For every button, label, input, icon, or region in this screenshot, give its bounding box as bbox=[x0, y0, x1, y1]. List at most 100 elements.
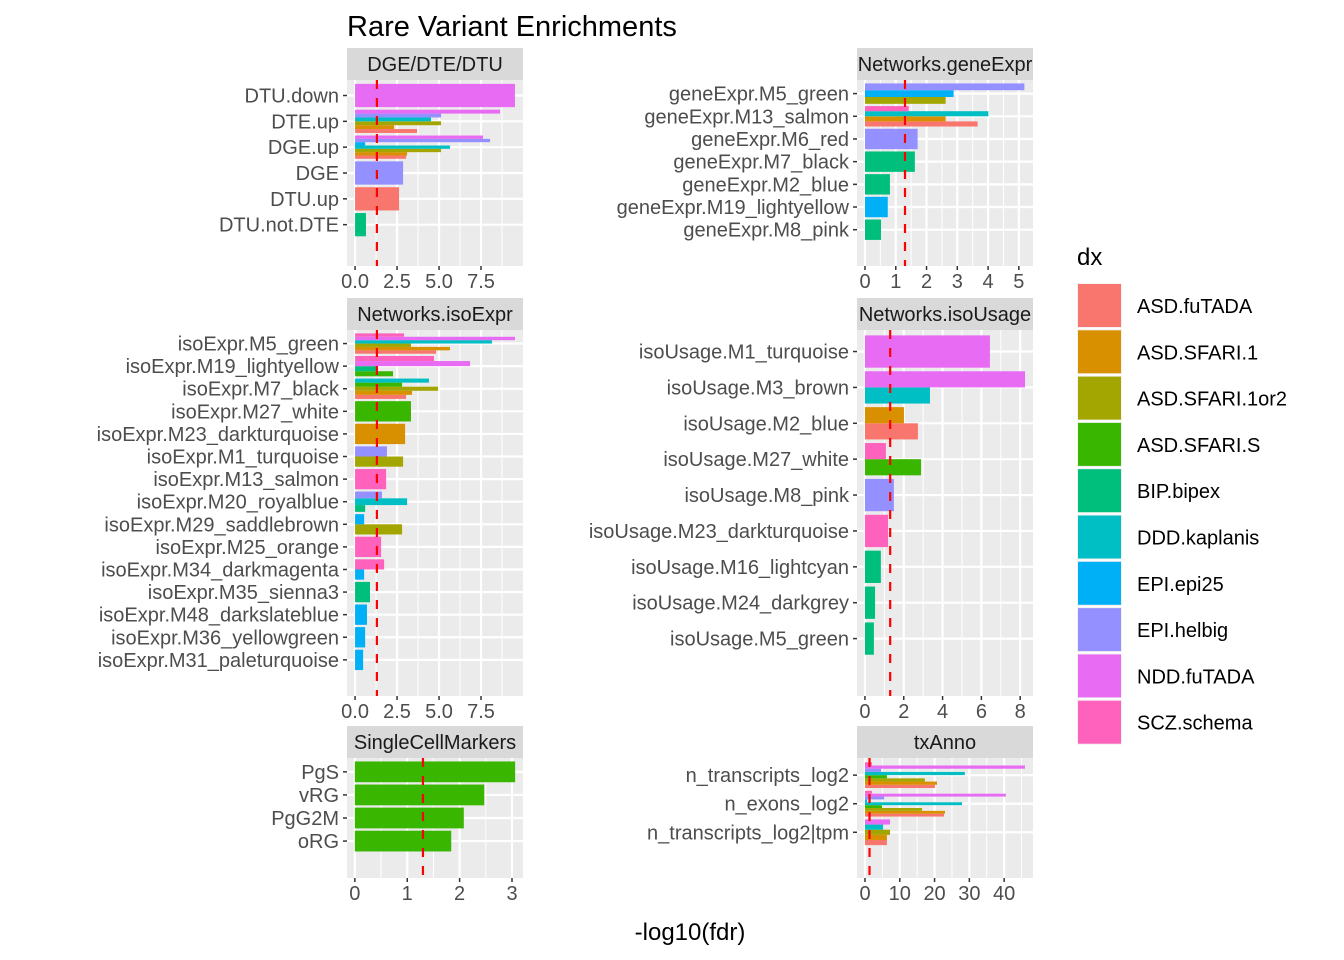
y-tick-label: isoUsage.M16_lightcyan bbox=[631, 557, 849, 579]
bar-asd-futada bbox=[865, 840, 887, 846]
y-tick-label: isoExpr.M19_lightyellow bbox=[126, 356, 340, 378]
bar-asd-sfari-1 bbox=[865, 834, 887, 840]
x-tick-label: 5 bbox=[1013, 271, 1024, 293]
x-tick-label: 3 bbox=[952, 271, 963, 293]
bar-epi-helbig bbox=[355, 138, 491, 143]
x-tick-label: 1 bbox=[890, 271, 901, 293]
y-tick-label: isoExpr.M7_black bbox=[182, 379, 340, 401]
facet-strip-label: DGE/DTE/DTU bbox=[367, 54, 503, 76]
y-tick-label: isoExpr.M36_yellowgreen bbox=[111, 627, 339, 649]
bar-ddd-kaplanis bbox=[355, 498, 408, 506]
x-tick-label: 0 bbox=[859, 883, 870, 905]
bar-epi-epi25 bbox=[355, 569, 365, 580]
bar-ddd-kaplanis bbox=[355, 378, 429, 383]
legend-item: EPI.epi25 bbox=[1077, 560, 1224, 606]
bar-ndd-futada bbox=[865, 793, 1006, 797]
legend-swatch bbox=[1078, 330, 1121, 374]
bar-epi-helbig bbox=[865, 83, 1025, 91]
bar-bip-bipex bbox=[355, 505, 366, 512]
bar-asd-futada bbox=[355, 155, 407, 159]
bar-epi-epi25 bbox=[355, 142, 366, 146]
y-tick-label: isoUsage.M24_darkgrey bbox=[632, 593, 849, 615]
y-tick-label: DGE.up bbox=[268, 137, 339, 159]
bar-ddd-kaplanis bbox=[864, 387, 930, 404]
legend-label: SCZ.schema bbox=[1137, 713, 1253, 735]
y-tick-label: n_transcripts_log2 bbox=[686, 765, 849, 787]
y-tick-label: geneExpr.M13_salmon bbox=[644, 106, 849, 128]
legend-item: SCZ.schema bbox=[1077, 699, 1253, 745]
bar-ndd-futada bbox=[864, 335, 990, 368]
bar-asd-sfari-1 bbox=[865, 781, 937, 785]
y-tick-label: PgS bbox=[301, 762, 339, 784]
legend-label: EPI.helbig bbox=[1137, 620, 1228, 642]
bar-asd-futada bbox=[865, 121, 978, 127]
bar-asd-sfari-1or2 bbox=[355, 121, 442, 126]
facet-strip bbox=[857, 726, 1033, 758]
bar-scz-schema bbox=[355, 355, 434, 362]
legend-swatch bbox=[1078, 561, 1121, 605]
bar-asd-futada bbox=[865, 784, 935, 788]
x-tick-label: 7.5 bbox=[467, 271, 495, 293]
y-tick-label: isoUsage.M8_pink bbox=[684, 485, 850, 507]
legend-swatch bbox=[1078, 469, 1121, 513]
bar-epi-epi25 bbox=[355, 649, 364, 671]
legend-swatch bbox=[1078, 700, 1121, 744]
y-tick-label: isoExpr.M31_paleturquoise bbox=[98, 650, 339, 672]
bar-scz-schema bbox=[864, 443, 886, 460]
bar-asd-sfari-1 bbox=[355, 346, 450, 351]
bar-epi-epi25 bbox=[865, 196, 888, 218]
bar-epi-helbig bbox=[355, 113, 442, 118]
x-tick-label: 0 bbox=[859, 271, 870, 293]
facet-panel: Networks.isoUsage isoUsage.M1_turquoiseis… bbox=[589, 298, 1033, 723]
y-tick-label: isoExpr.M5_green bbox=[178, 334, 339, 356]
bar-epi-helbig bbox=[865, 128, 918, 150]
x-tick-label: 2.5 bbox=[383, 701, 411, 723]
facet-panel: DGE/DTE/DTU DTU.down DTE.up DGE.up DGE DTU.up… bbox=[219, 48, 523, 293]
bar-epi-helbig bbox=[355, 446, 387, 457]
legend-item: ASD.SFARI.1or2 bbox=[1077, 375, 1287, 421]
legend-item: NDD.fuTADA bbox=[1077, 653, 1255, 699]
bar-asd-sfari-s bbox=[864, 459, 922, 476]
y-tick-label: geneExpr.M8_pink bbox=[683, 220, 850, 242]
bar-ndd-futada bbox=[865, 765, 1025, 769]
y-tick-label: isoExpr.M34_darkmagenta bbox=[101, 559, 340, 581]
legend-swatch bbox=[1078, 608, 1121, 652]
bar-bip-bipex bbox=[355, 366, 378, 372]
legend-label: EPI.epi25 bbox=[1137, 574, 1224, 596]
legend-label: DDD.kaplanis bbox=[1137, 528, 1259, 550]
y-tick-label: DGE bbox=[296, 163, 339, 185]
y-tick-label: isoExpr.M13_salmon bbox=[153, 469, 339, 491]
facet-strip bbox=[857, 298, 1033, 330]
bar-asd-sfari-s bbox=[355, 401, 411, 422]
bar-asd-sfari-1 bbox=[355, 423, 406, 445]
x-tick-label: 2.5 bbox=[383, 271, 411, 293]
x-tick-label: 40 bbox=[993, 883, 1015, 905]
y-tick-label: isoExpr.M35_sienna3 bbox=[148, 582, 339, 604]
bar-ndd-futada bbox=[355, 83, 515, 108]
y-tick-label: isoUsage.M23_darkturquoise bbox=[589, 521, 849, 543]
legend-label: NDD.fuTADA bbox=[1137, 666, 1255, 688]
facet-strip-label: Networks.isoExpr bbox=[357, 304, 513, 326]
bar-epi-epi25 bbox=[355, 604, 367, 625]
bar-epi-helbig bbox=[355, 161, 404, 185]
bar-epi-epi25 bbox=[355, 627, 366, 648]
y-tick-label: isoExpr.M23_darkturquoise bbox=[97, 424, 339, 446]
bar-asd-sfari-1or2 bbox=[355, 386, 439, 391]
bar-ndd-futada bbox=[864, 371, 1026, 388]
bar-asd-sfari-1 bbox=[865, 810, 945, 814]
bar-bip-bipex bbox=[864, 586, 876, 619]
bar-asd-futada bbox=[864, 423, 918, 440]
y-tick-label: isoExpr.M20_royalblue bbox=[137, 492, 339, 514]
facet-panel: Networks.isoExprisoExpr.M5_greenisoExpr.… bbox=[97, 298, 523, 723]
bar-scz-schema bbox=[865, 790, 872, 794]
bar-asd-sfari-s bbox=[355, 382, 403, 387]
y-tick-label: geneExpr.M7_black bbox=[673, 152, 850, 174]
legend-swatch bbox=[1078, 284, 1121, 327]
bar-asd-sfari-s bbox=[865, 805, 883, 808]
bar-asd-sfari-1or2 bbox=[355, 456, 404, 467]
x-axis-label: -log10(fdr) bbox=[635, 919, 746, 946]
bar-bip-bipex bbox=[865, 151, 915, 172]
x-tick-label: 2 bbox=[921, 271, 932, 293]
bar-ddd-kaplanis bbox=[355, 340, 492, 344]
